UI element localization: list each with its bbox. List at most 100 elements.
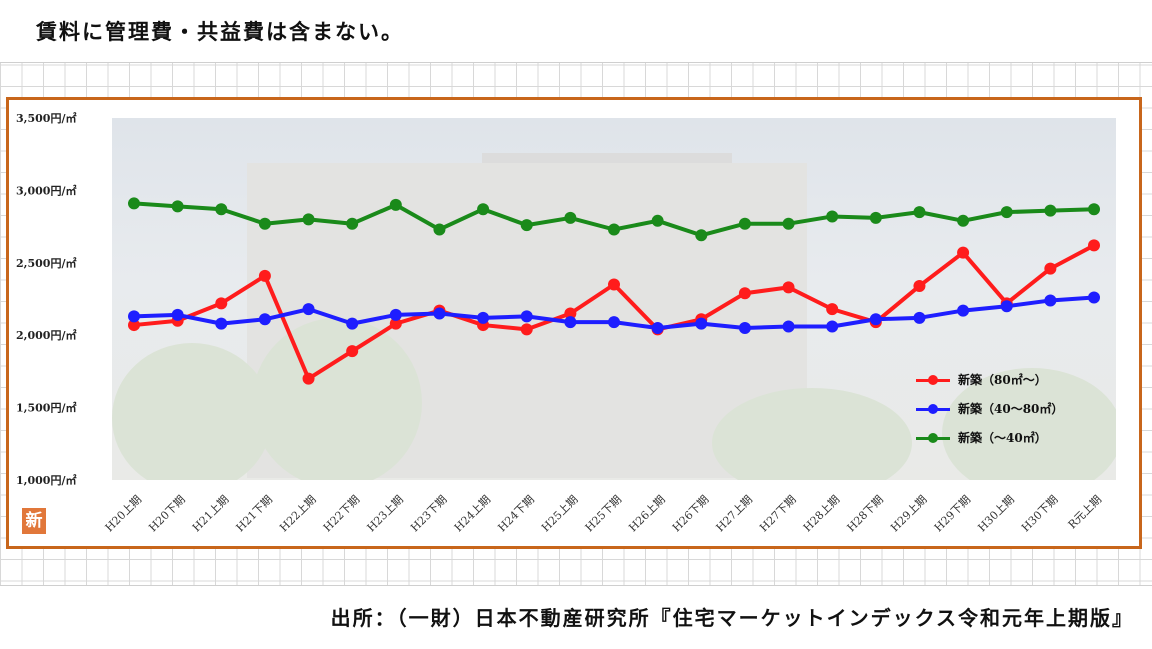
y-tick-label: 3,500円/㎡ [16,111,76,125]
data-point [608,278,620,291]
data-point [1000,300,1013,313]
data-point [782,320,795,333]
data-point [477,203,490,216]
data-point [651,214,664,227]
data-point [433,307,446,320]
data-point [128,310,140,323]
data-point [389,198,402,211]
data-point [346,345,359,358]
y-tick-label: 1,000円/㎡ [16,473,76,487]
data-point [1044,294,1057,307]
data-point [913,279,926,292]
data-point [564,211,577,224]
note-band: 賃料に管理費・共益費は含まない。 [0,0,1152,63]
data-point [826,303,839,316]
x-tick-label: H25上期 [539,493,580,534]
x-tick-label: R元上期 [1066,493,1104,531]
x-tick-label: H21上期 [190,493,231,534]
data-point [302,213,315,226]
data-point [913,311,926,324]
data-point [695,229,708,242]
note-text: 賃料に管理費・共益費は含まない。 [36,19,404,44]
y-tick-label: 2,500円/㎡ [16,256,76,270]
data-point [128,319,140,332]
data-point [346,317,359,330]
data-point [302,372,315,385]
data-point [1088,291,1100,304]
x-tick-label: H20下期 [146,493,187,534]
x-tick-label: H26上期 [626,493,667,534]
data-point [1088,239,1100,252]
y-tick-label: 3,000円/㎡ [16,183,76,197]
legend-item-40-80: 新築（40～80㎡） [908,399,1098,419]
source-citation: 出所：（一財）日本不動産研究所『住宅マーケットインデックス令和元年上期版』 [330,606,1134,630]
chart-legend: 新築（80㎡～） 新築（40～80㎡） 新築（～40㎡） [908,365,1098,455]
x-tick-label: H20上期 [103,493,144,534]
data-point [608,316,620,329]
data-point [651,321,664,334]
x-tick-label: H24上期 [452,493,493,534]
data-point [1044,262,1057,275]
x-tick-label: H29下期 [932,493,973,534]
x-tick-label: H22上期 [277,493,318,534]
data-point [171,308,184,321]
data-point [1088,203,1100,216]
new-badge: 新 [22,508,46,534]
data-point [957,214,970,227]
x-tick-label: H24下期 [495,493,536,534]
x-tick-label: H28上期 [801,493,842,534]
data-point [957,304,970,317]
legend-item-under-40: 新築（～40㎡） [908,428,1098,448]
x-tick-label: H27下期 [757,493,798,534]
data-point [389,317,402,330]
data-point [258,217,271,230]
data-point [782,281,795,294]
data-point [433,223,446,236]
data-point [695,317,708,330]
data-point [1044,204,1057,217]
data-point [520,219,533,232]
x-tick-label: H30上期 [975,493,1016,534]
data-point [128,197,140,210]
data-point [520,310,533,323]
legend-item-80-plus: 新築（80㎡～） [908,370,1098,390]
data-point [564,307,577,320]
x-tick-label: H29上期 [888,493,929,534]
x-tick-label: H21下期 [234,493,275,534]
data-point [738,217,751,230]
data-point [215,317,228,330]
data-point [869,313,882,326]
data-point [171,200,184,213]
data-point [608,223,620,236]
data-point [520,323,533,336]
x-tick-label: H22下期 [321,493,362,534]
data-point [564,316,577,329]
x-tick-label: H25下期 [583,493,624,534]
y-tick-label: 2,000円/㎡ [16,328,76,342]
data-point [258,313,271,326]
x-tick-label: H28下期 [845,493,886,534]
y-tick-label: 1,500円/㎡ [16,401,76,415]
data-point [346,217,359,230]
data-point [1000,206,1013,219]
legend-label: 新築（80㎡～） [958,373,1047,387]
data-point [302,303,315,316]
x-tick-label: H27上期 [714,493,755,534]
data-point [258,269,271,282]
data-point [826,320,839,333]
legend-label: 新築（40～80㎡） [958,402,1064,416]
data-point [389,308,402,321]
x-tick-label: H23下期 [408,493,449,534]
x-tick-label: H30下期 [1019,493,1060,534]
x-tick-label: H26下期 [670,493,711,534]
data-point [215,203,228,216]
data-point [826,210,839,223]
legend-label: 新築（～40㎡） [958,431,1047,445]
data-point [477,311,490,324]
data-point [957,246,970,259]
data-point [738,321,751,334]
x-tick-label: H23上期 [365,493,406,534]
data-point [738,287,751,300]
source-band: 出所：（一財）日本不動産研究所『住宅マーケットインデックス令和元年上期版』 [0,585,1152,649]
